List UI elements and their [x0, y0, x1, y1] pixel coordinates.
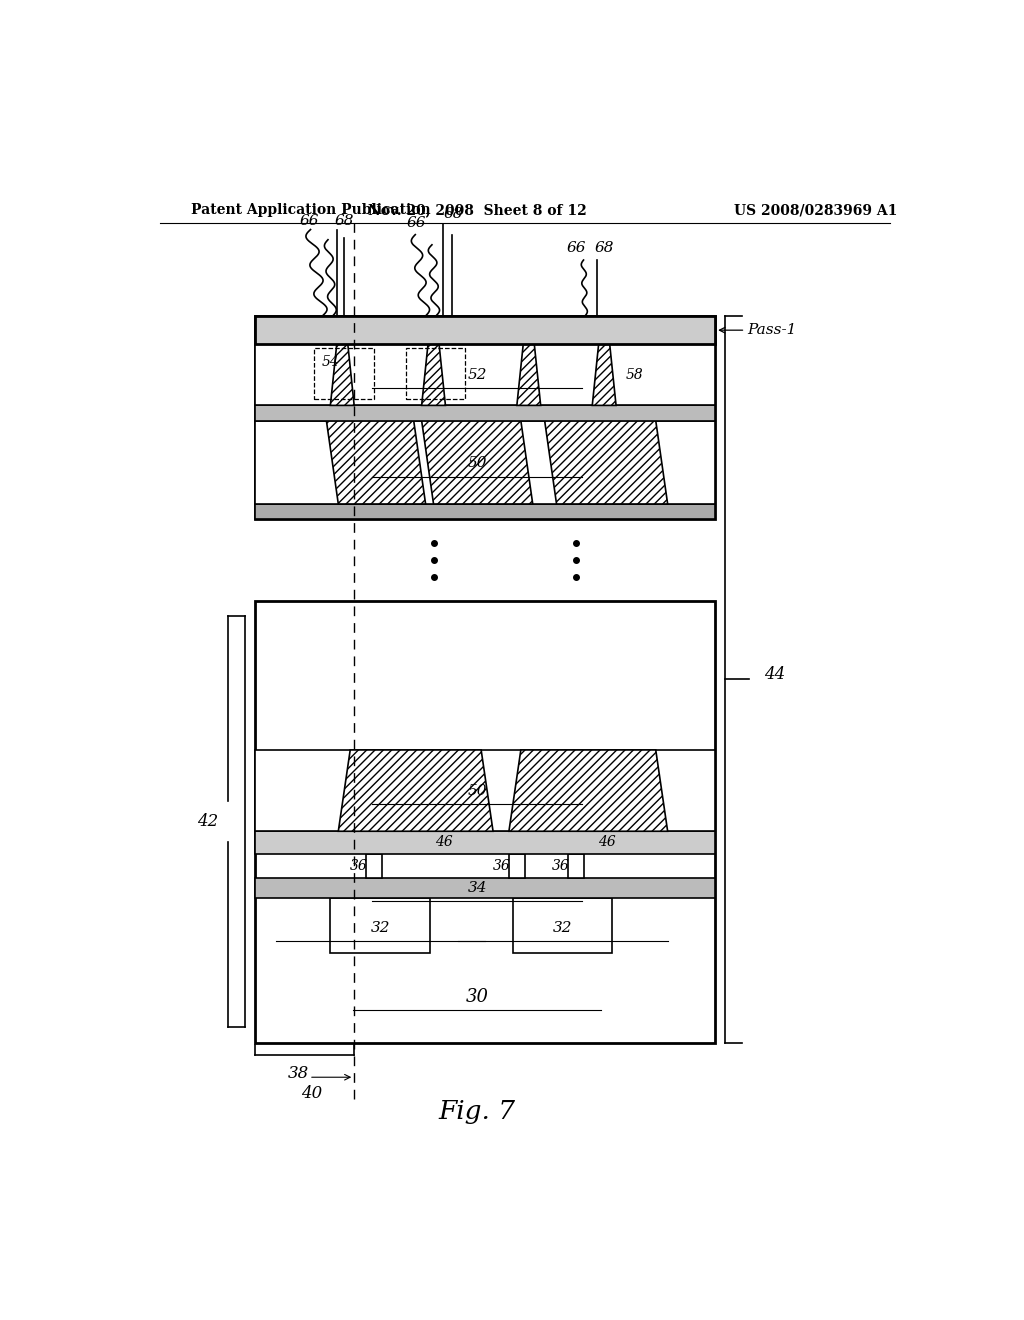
Text: 68: 68: [443, 207, 463, 222]
Bar: [255, 345, 715, 405]
Text: 38: 38: [288, 1065, 309, 1082]
Text: 52: 52: [467, 368, 487, 381]
Text: 66: 66: [299, 214, 318, 227]
Text: 54: 54: [322, 355, 339, 368]
Text: 36: 36: [552, 859, 570, 873]
Polygon shape: [592, 345, 616, 405]
Text: 46: 46: [598, 836, 615, 850]
Text: 50: 50: [467, 784, 487, 797]
Text: Nov. 20, 2008  Sheet 8 of 12: Nov. 20, 2008 Sheet 8 of 12: [368, 203, 587, 216]
Text: 46: 46: [435, 836, 453, 850]
Bar: [255, 832, 715, 854]
Text: 32: 32: [553, 921, 572, 935]
Text: 30: 30: [466, 987, 488, 1006]
Text: 34: 34: [467, 882, 487, 895]
Text: 58: 58: [626, 368, 643, 381]
Text: 68: 68: [335, 214, 354, 227]
Polygon shape: [327, 421, 426, 504]
Bar: [255, 504, 715, 519]
Text: 42: 42: [197, 813, 218, 830]
Text: 44: 44: [765, 665, 785, 682]
Bar: [255, 750, 715, 832]
Text: 66: 66: [566, 242, 586, 255]
Text: 50: 50: [467, 457, 487, 470]
Bar: [367, 854, 382, 878]
Bar: [255, 315, 715, 345]
Text: 66: 66: [407, 215, 426, 230]
Polygon shape: [331, 345, 354, 405]
Bar: [406, 348, 465, 399]
Text: 40: 40: [301, 1085, 323, 1102]
Text: Fig. 7: Fig. 7: [438, 1100, 516, 1125]
Bar: [314, 348, 374, 399]
Bar: [255, 421, 715, 504]
Polygon shape: [422, 421, 532, 504]
Text: US 2008/0283969 A1: US 2008/0283969 A1: [734, 203, 898, 216]
Polygon shape: [509, 750, 668, 832]
Bar: [513, 899, 612, 953]
Text: 36: 36: [493, 859, 511, 873]
Text: 32: 32: [371, 921, 390, 935]
Bar: [255, 601, 715, 1043]
Polygon shape: [422, 345, 445, 405]
Polygon shape: [338, 750, 494, 832]
Text: 36: 36: [350, 859, 368, 873]
Bar: [568, 854, 585, 878]
Text: Pass-1: Pass-1: [748, 323, 797, 337]
Text: Patent Application Publication: Patent Application Publication: [191, 203, 431, 216]
Text: 68: 68: [594, 242, 614, 255]
Polygon shape: [545, 421, 668, 504]
Bar: [509, 854, 524, 878]
Bar: [255, 315, 715, 519]
Bar: [255, 405, 715, 421]
Bar: [255, 878, 715, 899]
Polygon shape: [517, 345, 541, 405]
Bar: [331, 899, 430, 953]
